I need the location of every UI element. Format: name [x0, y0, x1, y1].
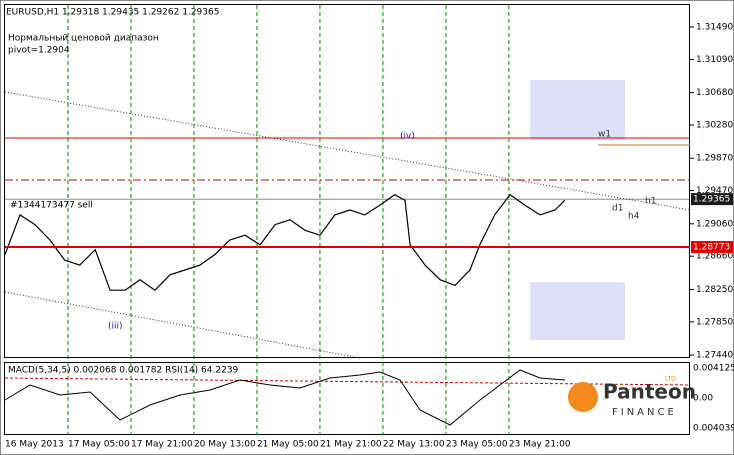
annotation: (iv) [400, 132, 415, 142]
price-label: 1.28773 [693, 243, 730, 253]
y-tick-label: 1.30280 [696, 121, 733, 131]
zone-upper [530, 80, 625, 140]
chart-title: EURUSD,H1 1.29318 1.29435 1.29262 1.2936… [6, 8, 219, 18]
y-tick-label: 1.30680 [696, 88, 733, 98]
trend-line [4, 291, 361, 359]
annotation: pivot=1.2904 [8, 46, 70, 56]
trend-line [4, 91, 691, 211]
y-tick-label: 1.29060 [696, 219, 733, 229]
x-tick-label: 22 May 13:00 [383, 440, 445, 450]
annotation: w1 [598, 130, 611, 140]
x-tick-label: 23 May 21:00 [509, 440, 571, 450]
annotation: h1 [645, 197, 656, 207]
y-tick-label: 1.28250 [696, 285, 733, 295]
x-tick-label: 16 May 2013 [5, 440, 64, 450]
y-tick-label: 1.27440 [696, 351, 733, 361]
zone-lower [530, 282, 625, 340]
indicator-axis-label: 0.004125 [693, 364, 734, 374]
logo-name: Panteon [603, 380, 696, 404]
indicator-plot [4, 362, 690, 435]
macd-line [4, 369, 566, 426]
price-box [691, 193, 733, 206]
annotation: Нормальный ценовой диапазон [8, 34, 159, 44]
x-tick-label: 17 May 21:00 [131, 440, 193, 450]
annotation: #1344173477 sell [10, 201, 93, 211]
x-tick-label: 17 May 05:00 [68, 440, 130, 450]
y-tick-label: 1.29870 [696, 154, 733, 164]
main-plot [4, 4, 690, 358]
y-tick-label: 1.28660 [696, 252, 733, 262]
x-tick-label: 21 May 05:00 [257, 440, 319, 450]
annotation: d1 [612, 204, 623, 214]
y-tick-label: 1.27850 [696, 317, 733, 327]
price-box [691, 241, 733, 254]
logo-badge: LTD [665, 376, 676, 383]
price-line [4, 193, 566, 291]
indicator-title: MACD(5,34,5) 0.002068 0.001782 RSI(14) 6… [8, 366, 239, 376]
x-tick-label: 23 May 05:00 [446, 440, 508, 450]
y-tick-label: 1.31490 [696, 23, 733, 33]
x-tick-label: 21 May 21:00 [320, 440, 382, 450]
indicator-axis-label: 0.00 [693, 394, 713, 404]
logo-icon [568, 382, 598, 412]
price-label: 1.29365 [693, 195, 730, 205]
annotation: (iii) [108, 322, 123, 332]
x-tick-label: 20 May 13:00 [194, 440, 256, 450]
logo-sub: FINANCE [612, 407, 677, 418]
indicator-axis-label: 0.004039 [693, 424, 734, 434]
annotation: h4 [628, 212, 640, 222]
y-tick-label: 1.31090 [696, 55, 733, 65]
y-tick-label: 1.29470 [696, 186, 733, 196]
